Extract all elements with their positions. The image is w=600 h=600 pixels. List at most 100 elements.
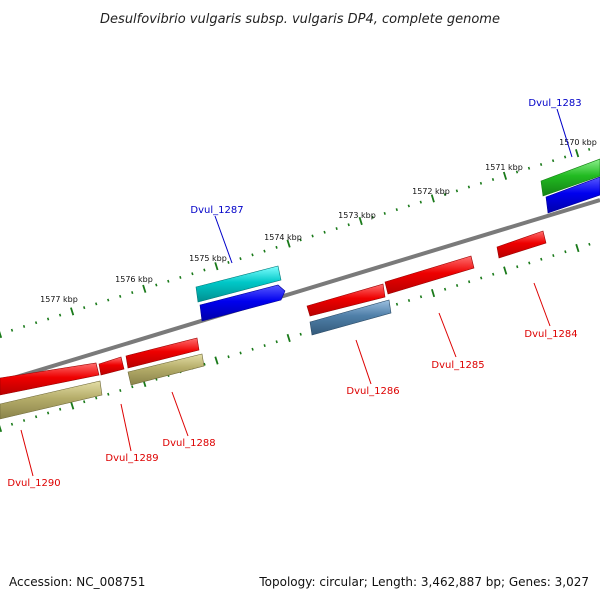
minor-tick [551, 159, 555, 163]
kbp-label: 1576 kbp [115, 275, 153, 284]
minor-tick [323, 230, 326, 234]
minor-tick [480, 276, 483, 280]
kbp-label: 1573 kbp [338, 211, 376, 220]
gene-dvul-1286-red[interactable] [306, 283, 386, 317]
major-tick [70, 401, 75, 410]
minor-tick [275, 245, 278, 249]
gene-dvul-1288-red[interactable] [125, 337, 200, 369]
major-tick [286, 239, 291, 248]
minor-tick [263, 344, 266, 348]
minor-tick [95, 396, 98, 400]
gene-dvul-1290-olive[interactable] [0, 380, 103, 420]
gene-dvul-1289[interactable] [98, 356, 125, 376]
minor-tick [119, 294, 122, 298]
kbp-label: 1575 kbp [189, 254, 227, 263]
major-tick [502, 171, 508, 180]
minor-tick [34, 415, 38, 419]
gene-dvul-1283-green[interactable] [540, 158, 600, 197]
minor-tick [479, 181, 483, 185]
minor-tick [107, 298, 110, 302]
gene-dvul-1283-blue[interactable] [545, 176, 600, 214]
minor-tick [191, 272, 194, 276]
minor-tick [383, 211, 386, 215]
minor-tick [407, 204, 410, 208]
gene-label-dvul-1289[interactable]: Dvul_1289 [105, 453, 158, 464]
major-tick [0, 425, 3, 433]
gene-label-dvul-1285[interactable]: Dvul_1285 [431, 360, 484, 371]
minor-tick [347, 223, 350, 227]
genome-summary-text: Topology: circular; Length: 3,462,887 bp… [258, 575, 589, 589]
minor-tick [540, 257, 543, 261]
gene-dvul-1287-blue[interactable] [199, 284, 286, 322]
major-tick [575, 149, 580, 158]
minor-tick [58, 313, 62, 317]
gene-label-dvul-1283[interactable]: Dvul_1283 [528, 98, 581, 109]
minor-tick [167, 279, 170, 283]
minor-tick [95, 302, 98, 306]
gene-label-dvul-1286[interactable]: Dvul_1286 [346, 386, 399, 397]
minor-tick [528, 261, 531, 265]
major-tick [430, 194, 435, 203]
minor-tick [239, 257, 242, 261]
minor-tick [155, 283, 158, 287]
minor-tick [227, 260, 230, 264]
forward-strand [195, 158, 600, 322]
minor-tick [419, 295, 423, 299]
major-tick [286, 333, 291, 343]
gene-dvul-1284[interactable] [496, 230, 547, 259]
minor-tick [443, 193, 447, 197]
minor-tick [83, 400, 86, 404]
minor-tick [203, 268, 206, 272]
gene-label-dvul-1290[interactable]: Dvul_1290 [7, 478, 60, 489]
reverse-strand [0, 230, 547, 420]
gene-dvul-1285[interactable] [384, 255, 475, 295]
minor-tick [275, 340, 278, 344]
minor-tick [419, 200, 422, 204]
gene-dvul-1287-cyan[interactable] [195, 265, 282, 303]
minor-tick [407, 299, 411, 303]
major-tick [503, 266, 508, 275]
minor-tick [10, 328, 14, 332]
minor-tick [83, 306, 86, 310]
major-tick [358, 216, 363, 226]
minor-tick [299, 332, 302, 336]
gene-dvul-1290-red[interactable] [0, 362, 100, 396]
accession-text: Accession: NC_008751 [9, 575, 145, 589]
minor-tick [22, 419, 26, 422]
minor-tick [251, 253, 254, 257]
major-tick [142, 284, 147, 293]
outer-tick-track [0, 147, 591, 339]
minor-tick [263, 249, 266, 253]
gene-dvul-1288-olive[interactable] [127, 353, 205, 386]
kbp-label: 1571 kbp [485, 163, 523, 172]
minor-tick [515, 170, 519, 174]
minor-tick [588, 147, 591, 151]
minor-tick [46, 411, 50, 415]
minor-tick [251, 347, 254, 351]
minor-tick [564, 250, 567, 254]
major-tick [575, 243, 580, 253]
minor-tick [492, 272, 495, 276]
minor-tick [131, 291, 134, 295]
kbp-label: 1570 kbp [559, 138, 597, 147]
minor-tick [59, 407, 62, 411]
gene-label-dvul-1288[interactable]: Dvul_1288 [162, 438, 215, 449]
minor-tick [467, 185, 471, 189]
minor-tick [10, 422, 14, 426]
minor-tick [179, 275, 182, 279]
minor-tick [131, 385, 134, 389]
minor-tick [443, 287, 447, 291]
minor-tick [22, 324, 26, 328]
minor-tick [516, 265, 519, 269]
minor-tick [588, 242, 591, 246]
minor-tick [203, 362, 206, 366]
gene-dvul-1286-steel[interactable] [309, 299, 392, 336]
minor-tick [395, 302, 399, 306]
minor-tick [227, 355, 230, 359]
minor-tick [299, 238, 302, 242]
minor-tick [239, 351, 242, 355]
gene-label-dvul-1284[interactable]: Dvul_1284 [524, 329, 577, 340]
major-tick [431, 288, 436, 298]
gene-label-dvul-1287[interactable]: Dvul_1287 [190, 205, 243, 216]
minor-tick [395, 208, 398, 212]
